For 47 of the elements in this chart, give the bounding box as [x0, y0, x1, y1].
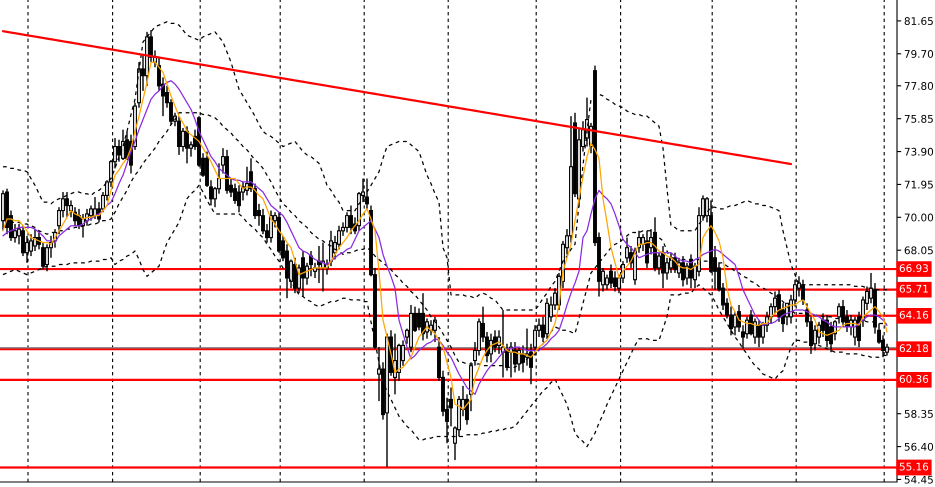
y-tick-label: 77.80	[904, 82, 934, 90]
candlestick	[269, 210, 273, 244]
y-tick-label: 75.85	[904, 114, 933, 123]
candlestick	[433, 316, 437, 343]
candlestick	[733, 311, 737, 336]
candlestick	[33, 228, 37, 252]
y-tick-label: 79.70	[904, 50, 934, 58]
candlestick	[645, 230, 649, 269]
y-tick-label: 70.00	[904, 214, 934, 222]
candlestick	[681, 255, 685, 288]
candlestick	[841, 299, 845, 328]
candlestick	[813, 324, 817, 352]
candlestick	[345, 212, 349, 234]
candlestick	[609, 264, 613, 289]
y-tick-label: 54.45	[904, 476, 933, 484]
candlestick	[65, 191, 69, 218]
candlestick	[121, 128, 125, 161]
y-tick-label: 81.65	[904, 17, 933, 26]
ref-line-label: 62.18	[900, 344, 928, 352]
y-tick-label: 68.05	[904, 246, 933, 254]
ref-line-label: 60.36	[900, 374, 928, 383]
candlestick	[429, 319, 433, 336]
ref-line-label: 64.16	[900, 310, 928, 319]
y-tick-label: 73.90	[904, 148, 934, 156]
candlestick	[489, 332, 493, 363]
candlestick	[89, 204, 93, 222]
candlestick	[349, 204, 353, 235]
candlestick	[185, 126, 189, 164]
ref-line-label: 65.71	[900, 284, 928, 293]
candlestick	[665, 257, 669, 280]
ref-line-label: 55.16	[900, 462, 928, 471]
y-tick-label: 56.40	[904, 442, 934, 451]
y-tick-label: 71.95	[904, 180, 933, 189]
candlestick	[801, 278, 805, 306]
candlestick	[417, 308, 421, 331]
candlestick	[421, 292, 425, 342]
candlestick	[757, 319, 761, 348]
candlestick	[293, 257, 297, 294]
candlestick	[825, 314, 829, 348]
candlestick	[301, 250, 305, 298]
candlestick	[625, 236, 629, 264]
y-tick-label: 58.35	[904, 410, 933, 418]
candlestick	[661, 245, 665, 289]
ref-line-label: 66.93	[900, 264, 928, 272]
candlestick	[685, 262, 689, 286]
candlestick	[117, 139, 121, 162]
line-series	[2, 30, 792, 166]
